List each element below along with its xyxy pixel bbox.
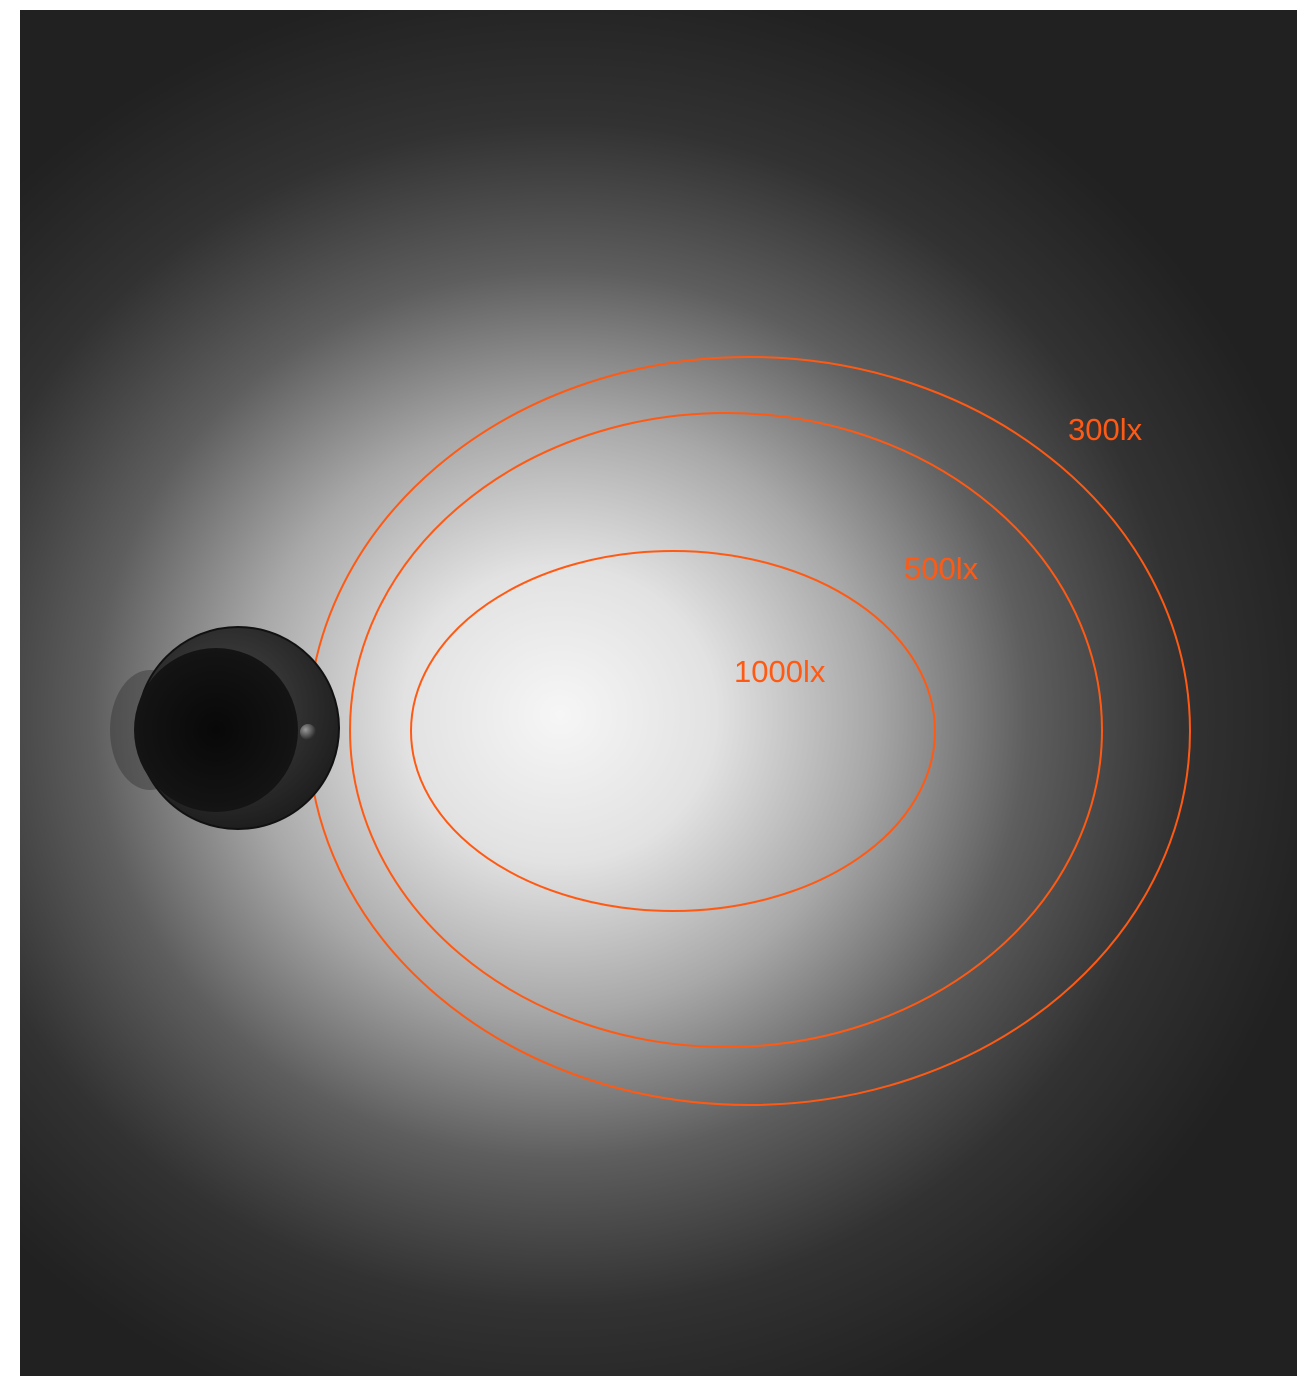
contour-1000	[410, 550, 936, 912]
contour-500	[349, 412, 1103, 1048]
contour-label: 500lx	[904, 551, 979, 586]
lamp-opening	[134, 648, 298, 812]
contour-label: 300lx	[1068, 412, 1143, 447]
contour-label: 1000lx	[734, 654, 826, 689]
lamp-knob	[300, 724, 316, 740]
